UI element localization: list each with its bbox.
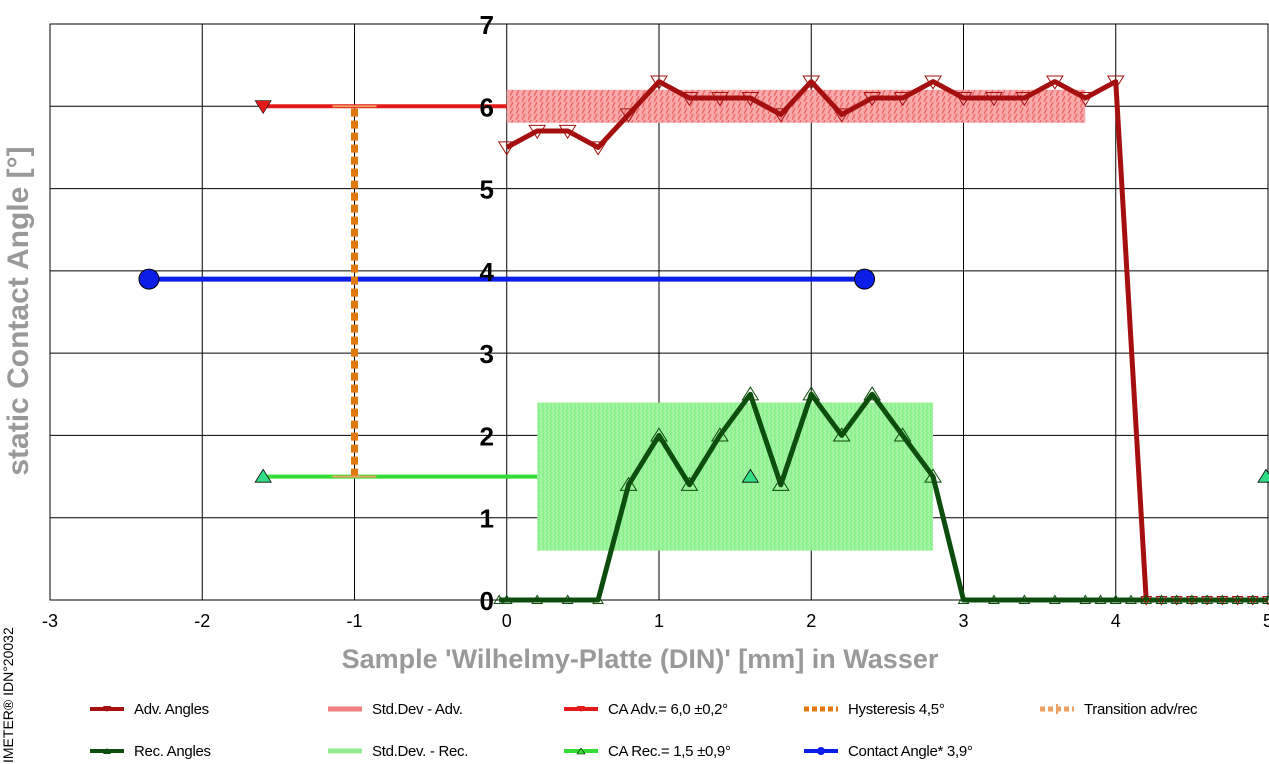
rec-angles-line xyxy=(499,391,1268,603)
rec-angle-point xyxy=(893,427,912,442)
adv-angle-point xyxy=(1201,596,1214,606)
rec-angle-point xyxy=(1094,594,1107,604)
adv-angle-point xyxy=(1216,596,1229,606)
y-tick-label: 5 xyxy=(480,175,494,205)
rec-angle-point xyxy=(771,476,790,491)
x-tick-label: 2 xyxy=(806,611,816,631)
adv-angle-point xyxy=(528,124,547,140)
ca-adv-point xyxy=(254,100,272,115)
std-dev-bands xyxy=(506,89,1086,551)
rec-angle-point xyxy=(1140,594,1153,604)
x-axis-label: Sample 'Wilhelmy-Platte (DIN)' [mm] in W… xyxy=(342,644,939,674)
adv-angle-point xyxy=(1076,91,1095,107)
contact-angle-endpoint xyxy=(854,268,876,290)
adv-angle-point xyxy=(863,91,882,107)
adv-angle-point xyxy=(954,91,973,107)
adv-angle-point xyxy=(771,108,790,123)
std-dev-rec-band xyxy=(537,402,934,551)
adv-angle-point xyxy=(1246,596,1259,606)
adv-angle-point xyxy=(589,141,608,156)
rec-angle-point xyxy=(1246,594,1259,604)
adv-angle-point xyxy=(650,75,668,90)
rec-angle-point xyxy=(619,476,638,491)
adv-angle-point xyxy=(1262,596,1269,606)
y-tick-label: 7 xyxy=(480,10,494,40)
adv-angle-point xyxy=(1185,596,1198,606)
x-tick-label: -2 xyxy=(194,611,210,631)
ca-rec-point xyxy=(254,468,272,483)
rec-angle-point xyxy=(832,427,851,442)
adv-angle-point xyxy=(985,91,1003,107)
adv-angle-point xyxy=(1170,596,1183,606)
x-tick-label: 3 xyxy=(958,611,968,631)
rec-angle-point xyxy=(680,476,699,491)
adv-angle-point xyxy=(1155,596,1168,606)
rec-angle-point xyxy=(650,427,668,442)
contact-angle-endpoint xyxy=(138,268,160,290)
y-tick-label: 6 xyxy=(480,92,494,122)
y-tick-label: 1 xyxy=(480,504,494,534)
rec-angle-point xyxy=(531,594,544,604)
rec-angle-point xyxy=(1018,594,1031,604)
rec-angle-point xyxy=(988,594,1000,604)
adv-angle-point xyxy=(1106,75,1125,90)
y-tick-label: 0 xyxy=(480,586,494,616)
side-label: IMETER® IDN°20032 xyxy=(0,627,16,763)
rec-angle-point xyxy=(1201,594,1214,604)
rec-angle-point xyxy=(1231,594,1244,604)
rec-angle-point xyxy=(561,594,574,604)
rec-angle-point xyxy=(802,386,821,401)
adv-angle-point xyxy=(497,141,516,156)
ca-rec-point xyxy=(741,468,760,483)
rec-angle-point xyxy=(1262,594,1269,604)
rec-angle-point xyxy=(1048,594,1061,604)
series-lines xyxy=(148,79,1268,603)
rec-angle-point xyxy=(1185,594,1198,604)
rec-angle-point xyxy=(500,594,513,604)
y-tick-label: 4 xyxy=(480,257,495,287)
rec-angle-point xyxy=(710,427,729,442)
adv-angle-point xyxy=(893,91,912,107)
adv-angle-point xyxy=(802,75,821,90)
adv-angle-point xyxy=(1140,596,1153,606)
rec-angle-point xyxy=(592,594,605,604)
series-markers xyxy=(138,75,1269,606)
y-tick-label: 3 xyxy=(480,339,494,369)
y-axis-label: static Contact Angle [°] xyxy=(2,146,35,475)
adv-angle-point xyxy=(1231,596,1244,606)
adv-angle-point xyxy=(1015,91,1034,107)
tick-labels: -3 -2 -1 0 1 2 3 4 5 0 1 2 3 4 5 6 7 xyxy=(42,10,1269,631)
adv-angle-point xyxy=(832,108,851,123)
rec-angle-point xyxy=(863,386,882,401)
y-tick-label: 2 xyxy=(480,421,494,451)
adv-angle-point xyxy=(710,91,729,107)
ca-rec-point xyxy=(1257,468,1269,483)
adv-angle-point xyxy=(741,91,760,107)
adv-angle-point xyxy=(1045,75,1064,90)
rec-angle-point xyxy=(1155,594,1168,604)
x-tick-label: 4 xyxy=(1111,611,1121,631)
rec-angle-point xyxy=(924,468,942,483)
x-tick-label: -3 xyxy=(42,611,58,631)
rec-angle-point xyxy=(1170,594,1183,604)
rec-angle-point xyxy=(1079,594,1092,604)
rec-angle-point xyxy=(741,386,760,401)
rec-angle-point xyxy=(1109,594,1122,604)
rec-angle-point xyxy=(1216,594,1229,604)
rec-angle-point xyxy=(957,594,970,604)
x-tick-label: 5 xyxy=(1263,611,1269,631)
adv-angle-point xyxy=(680,91,699,107)
x-tick-label: 1 xyxy=(654,611,664,631)
rec-angle-point xyxy=(1125,594,1137,604)
adv-angle-point xyxy=(558,124,577,140)
rec-angle-point xyxy=(493,594,506,604)
x-tick-label: 0 xyxy=(502,611,512,631)
x-tick-label: -1 xyxy=(346,611,362,631)
adv-angle-point xyxy=(619,108,638,123)
adv-angle-point xyxy=(924,75,942,90)
